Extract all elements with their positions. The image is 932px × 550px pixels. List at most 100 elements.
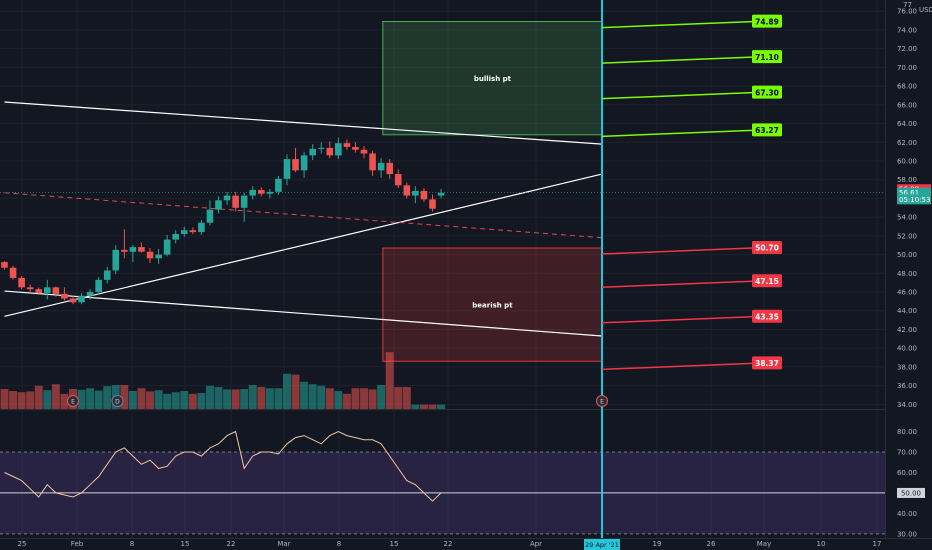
volume-bar <box>0 389 9 409</box>
candle <box>61 293 68 299</box>
candle <box>172 233 179 240</box>
candle <box>180 230 188 234</box>
candle <box>163 239 171 255</box>
volume-bar <box>274 388 283 409</box>
time-tick-label: 8 <box>130 540 134 548</box>
candle <box>292 159 299 171</box>
volume-bar <box>351 388 360 409</box>
time-tick-label: 10 <box>817 540 826 548</box>
price-tick-label: 44.00 <box>897 307 917 315</box>
volume-bar <box>223 389 232 409</box>
oscillator-pane <box>0 430 885 535</box>
dashed-trend-line <box>4 192 603 239</box>
price-tick-label: 50.00 <box>897 251 917 259</box>
candle <box>283 159 291 179</box>
candle <box>146 251 154 259</box>
trend-lines[interactable] <box>0 101 885 337</box>
target-box <box>752 241 782 255</box>
volume-bar <box>428 404 437 409</box>
time-tick-label: 17 <box>873 540 882 548</box>
zone-label: bullish pt <box>474 75 512 83</box>
candle <box>360 149 368 154</box>
candles[interactable] <box>1 137 445 305</box>
target-connector <box>601 56 753 64</box>
candle <box>403 185 411 196</box>
volume-bar <box>291 374 300 409</box>
volume-bar <box>368 389 377 409</box>
trend-line <box>4 290 603 337</box>
time-tick-label: 19 <box>653 540 662 548</box>
volume-bar <box>437 404 446 409</box>
target-label: 74.89 <box>755 17 779 26</box>
price-tick-label: 60.00 <box>897 157 917 165</box>
candle <box>394 174 402 186</box>
time-tick-label: 8 <box>337 540 341 548</box>
price-axis[interactable]: 76.00 74.00 72.00 70.00 68.00 66.00 64.00 62.00… <box>897 1 932 538</box>
candle <box>86 292 94 296</box>
candle <box>326 147 334 156</box>
trend-line <box>4 101 603 145</box>
target-zones: bullish pt bearish pt <box>382 21 603 362</box>
price-tag-box <box>897 194 931 205</box>
time-tick-label: 22 <box>227 540 236 548</box>
candle <box>266 191 274 194</box>
event-marker-label: E <box>600 399 604 406</box>
target-connector <box>601 247 753 255</box>
candle <box>35 289 43 293</box>
volume-bar <box>205 385 214 409</box>
target-connector <box>601 280 753 288</box>
volume-bar <box>334 391 343 409</box>
event-marker <box>111 395 124 407</box>
target-box <box>752 50 782 64</box>
candle <box>223 195 231 201</box>
candle <box>377 162 385 171</box>
price-tick-top: 77 <box>903 1 912 9</box>
price-tick-label: 46.00 <box>897 289 917 297</box>
time-tick-label: Apr <box>530 540 542 548</box>
candle <box>258 189 265 194</box>
target-connector <box>601 129 753 138</box>
target-label: 38.37 <box>755 359 779 368</box>
volume-bar <box>86 388 95 409</box>
volume-bar <box>60 393 69 409</box>
time-axis[interactable]: 25Feb81522Mar81522Apr121926May101729 Apr… <box>18 539 882 550</box>
candle <box>138 247 145 252</box>
price-tick-label: 40.00 <box>897 345 917 353</box>
target-box <box>752 123 782 137</box>
volume-bar <box>17 392 26 409</box>
price-tag-label: 56.61 <box>899 189 919 197</box>
volume-bar <box>137 388 146 409</box>
target-box <box>752 356 782 370</box>
currency-label: USD <box>919 6 932 14</box>
volume-bar <box>26 391 35 409</box>
volume-bar <box>43 390 52 409</box>
candle <box>317 147 325 149</box>
target-label: 47.15 <box>755 277 779 286</box>
target-label: 67.30 <box>755 88 779 97</box>
candle <box>429 199 436 209</box>
candle <box>103 270 111 280</box>
candle <box>129 247 137 252</box>
candle <box>309 148 316 156</box>
time-tick-label: 26 <box>707 540 716 548</box>
rsi-tick-label: 60.00 <box>897 469 917 477</box>
target-box <box>752 14 782 28</box>
candle <box>249 189 257 196</box>
target-label: 71.10 <box>755 53 779 62</box>
candle <box>343 143 351 147</box>
zone-box-0 <box>382 21 603 136</box>
volume-bar <box>146 391 154 409</box>
event-marker-label: D <box>115 399 120 406</box>
time-tick-label: 15 <box>181 540 190 548</box>
volume-bar <box>77 389 86 409</box>
candle <box>335 143 342 156</box>
volume-bar <box>51 384 60 409</box>
cursor-date-label: 29 Apr '21 <box>585 541 619 549</box>
volume-bar <box>94 390 103 409</box>
candle <box>9 267 17 278</box>
price-tick-label: 64.00 <box>897 120 917 128</box>
candle <box>121 249 128 252</box>
target-box <box>752 274 782 288</box>
